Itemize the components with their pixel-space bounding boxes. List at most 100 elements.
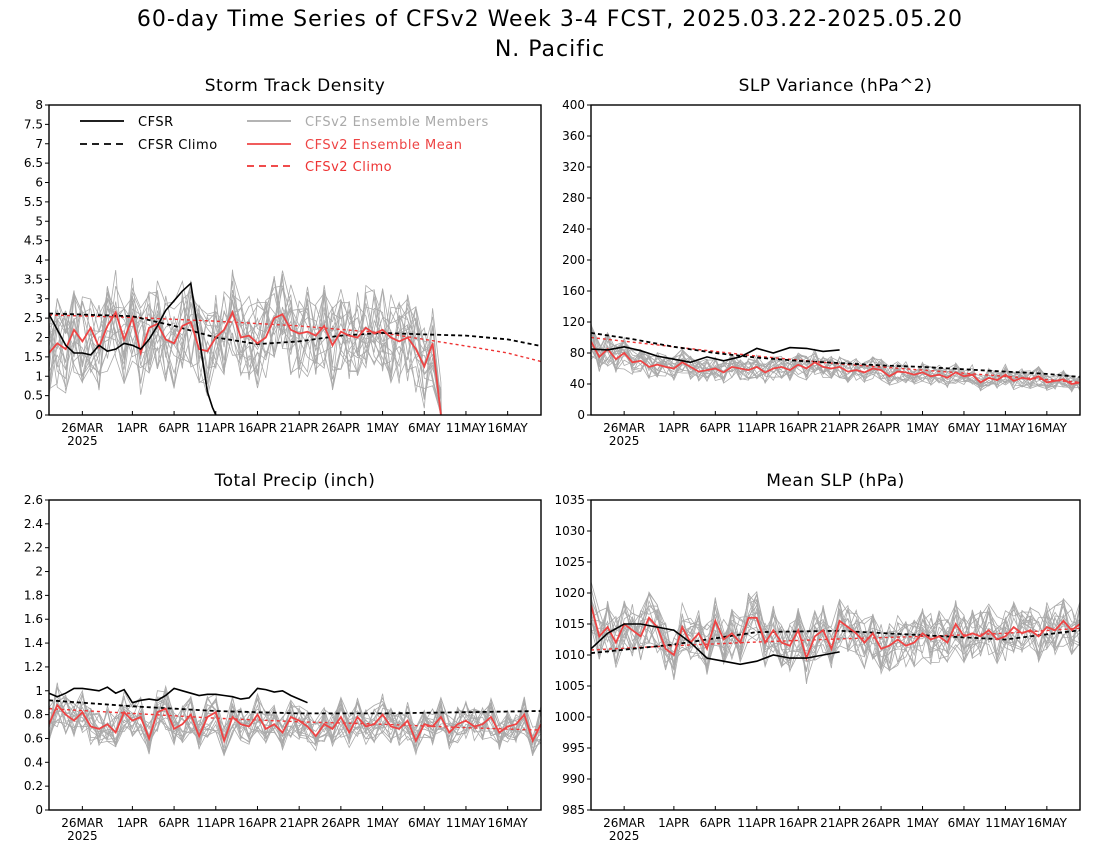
panel-1: Storm Track Density 0 0.5 1 1.5 2 2.5 3 3.5 4 4.5 5… bbox=[24, 76, 542, 448]
plot-frame bbox=[590, 499, 1081, 811]
x-tick-label: 21APR bbox=[280, 816, 319, 830]
y-tick-label: 985 bbox=[562, 803, 585, 817]
y-tick-label: 6.5 bbox=[24, 156, 43, 170]
plot-area bbox=[591, 323, 1080, 393]
y-tick-label: 2.5 bbox=[24, 311, 43, 325]
y-tick-label: 7 bbox=[35, 137, 43, 151]
y-tick-label: 0 bbox=[577, 408, 585, 422]
x-tick-label: 6MAY bbox=[948, 421, 981, 435]
x-tick-label: 11APR bbox=[196, 816, 235, 830]
plot-frame bbox=[48, 499, 542, 811]
ensemble-member-line bbox=[49, 284, 442, 415]
legend-ensemble-members: CFSv2 Ensemble Members bbox=[247, 115, 488, 130]
cfsv2-climo-line bbox=[591, 627, 1080, 651]
ensemble-member-line bbox=[49, 689, 541, 753]
y-tick-label: 5 bbox=[35, 214, 43, 228]
ensemble-member-line bbox=[49, 269, 442, 415]
x-tick-label: 1MAY bbox=[906, 816, 939, 830]
y-tick-label: 0.6 bbox=[24, 731, 43, 745]
x-tick-label: 11APR bbox=[737, 421, 776, 435]
x-tick-label: 16APR bbox=[779, 816, 818, 830]
x-tick-label: 11MAY bbox=[985, 816, 1026, 830]
panel-title: Mean SLP (hPa) bbox=[766, 471, 905, 491]
y-tick-label: 4.5 bbox=[24, 234, 43, 248]
x-tick-label: 21APR bbox=[280, 421, 319, 435]
y-tick-label: 6 bbox=[35, 176, 43, 190]
y-tick-label: 0.4 bbox=[24, 755, 43, 769]
y-tick-label: 200 bbox=[562, 253, 585, 267]
x-tick-label: 6APR bbox=[700, 421, 731, 435]
x-tick-label: 11MAY bbox=[446, 421, 487, 435]
legend-label: CFSv2 Climo bbox=[305, 160, 392, 175]
plot-area bbox=[591, 581, 1080, 684]
x-tick-label: 26APR bbox=[862, 421, 901, 435]
y-tick-label: 0.8 bbox=[24, 708, 43, 722]
y-tick-label: 1010 bbox=[554, 648, 585, 662]
x-tick-label: 1APR bbox=[117, 421, 148, 435]
y-tick-label: 1025 bbox=[554, 555, 585, 569]
ensemble-member-line bbox=[591, 592, 1080, 673]
y-tick-label: 995 bbox=[562, 741, 585, 755]
legend-cfsr: CFSR bbox=[80, 115, 174, 130]
x-tick-label: 6MAY bbox=[408, 421, 441, 435]
ensemble-member-line bbox=[49, 292, 442, 415]
legend-cfsr-climo: CFSR Climo bbox=[80, 138, 217, 153]
ensemble-member-line bbox=[49, 684, 541, 751]
cfsr-line bbox=[591, 623, 840, 666]
y-tick-label: 1 bbox=[35, 684, 43, 698]
x-tick-label: 21APR bbox=[820, 421, 859, 435]
ensemble-member-line bbox=[49, 280, 442, 415]
legend-label: CFSv2 Ensemble Mean bbox=[305, 138, 462, 153]
y-tick-label: 120 bbox=[562, 315, 585, 329]
legend-label: CFSR bbox=[138, 115, 174, 130]
y-tick-label: 2.2 bbox=[24, 541, 43, 555]
y-tick-label: 1.4 bbox=[24, 636, 43, 650]
x-year-label: 2025 bbox=[609, 434, 640, 448]
cfsr-climo-line bbox=[49, 312, 541, 347]
x-tick-label: 6MAY bbox=[408, 816, 441, 830]
y-tick-label: 160 bbox=[562, 284, 585, 298]
x-tick-label: 11APR bbox=[196, 421, 235, 435]
y-tick-label: 8 bbox=[35, 98, 43, 112]
legend-ensemble-mean: CFSv2 Ensemble Mean bbox=[247, 138, 462, 153]
x-tick-label: 26APR bbox=[321, 816, 360, 830]
ensemble-member-line bbox=[49, 693, 541, 757]
y-tick-label: 2 bbox=[35, 331, 43, 345]
x-tick-label: 26APR bbox=[862, 816, 901, 830]
ensemble-mean-line bbox=[49, 309, 442, 415]
x-tick-label: 1APR bbox=[658, 421, 689, 435]
y-tick-label: 4 bbox=[35, 253, 43, 267]
y-tick-label: 80 bbox=[570, 346, 585, 360]
ensemble-member-line bbox=[591, 587, 1080, 675]
plot-frame bbox=[590, 104, 1081, 416]
ensemble-member-line bbox=[49, 273, 442, 415]
panel-2: SLP Variance (hPa^2) 0 40 80 120 160 200 240 280… bbox=[562, 76, 1081, 448]
ensemble-member-line bbox=[49, 696, 541, 754]
figure-subtitle: N. Pacific bbox=[495, 37, 605, 62]
panel-title: Storm Track Density bbox=[205, 76, 386, 96]
x-tick-label: 6APR bbox=[158, 421, 189, 435]
y-tick-label: 7.5 bbox=[24, 117, 43, 131]
cfsr-line bbox=[49, 686, 308, 704]
y-tick-label: 3.5 bbox=[24, 272, 43, 286]
plot-area bbox=[49, 682, 541, 757]
x-tick-label: 6APR bbox=[158, 816, 189, 830]
ensemble-member-line bbox=[591, 332, 1080, 390]
y-tick-label: 2.4 bbox=[24, 517, 43, 531]
x-tick-label: 1MAY bbox=[366, 421, 399, 435]
x-tick-label: 11APR bbox=[737, 816, 776, 830]
ensemble-mean-line bbox=[591, 605, 1080, 661]
panel-title: SLP Variance (hPa^2) bbox=[739, 76, 933, 96]
ensemble-member-line bbox=[591, 325, 1080, 392]
y-tick-label: 1030 bbox=[554, 524, 585, 538]
x-tick-label: 11MAY bbox=[985, 421, 1026, 435]
x-tick-label: 16APR bbox=[238, 421, 277, 435]
ensemble-member-line bbox=[591, 323, 1080, 390]
y-tick-label: 320 bbox=[562, 160, 585, 174]
y-tick-label: 1.5 bbox=[24, 350, 43, 364]
y-tick-label: 360 bbox=[562, 129, 585, 143]
ensemble-member-line bbox=[49, 696, 541, 753]
y-tick-label: 0.2 bbox=[24, 779, 43, 793]
y-tick-label: 990 bbox=[562, 772, 585, 786]
